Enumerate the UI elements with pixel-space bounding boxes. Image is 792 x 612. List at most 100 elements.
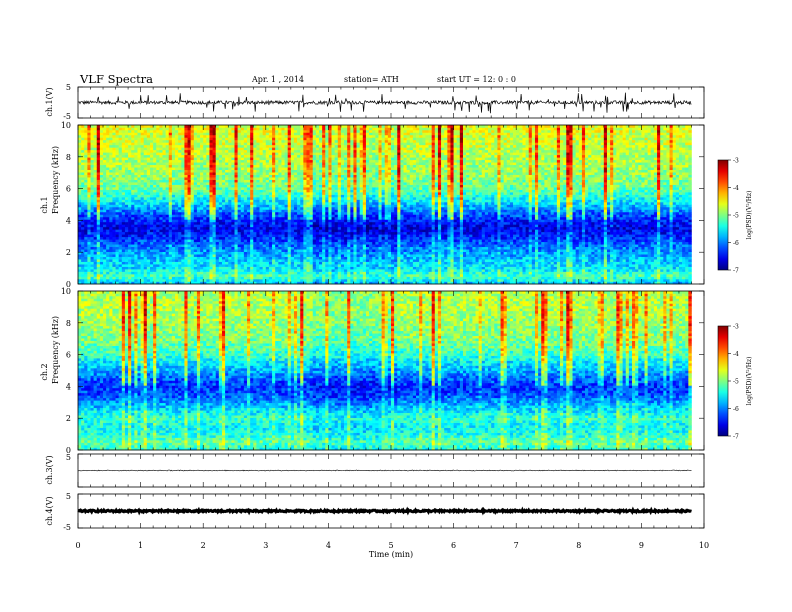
spectrogram-cell — [265, 276, 270, 280]
spectrogram-cell — [162, 226, 166, 230]
spectrogram-cell — [109, 184, 113, 188]
spectrogram-cell — [162, 167, 166, 171]
spectrogram-cell — [262, 127, 267, 131]
spectrogram-cell — [218, 154, 223, 158]
spectrogram-cell — [181, 139, 185, 143]
spectrogram-cell — [256, 199, 260, 203]
spectrogram-cell — [275, 206, 279, 210]
spectrogram-cell — [103, 159, 107, 163]
spectrogram-cell — [287, 236, 292, 240]
spectrogram-cell — [109, 127, 113, 131]
spectrogram-cell — [93, 209, 98, 213]
spectrogram-cell — [149, 162, 154, 166]
spectrogram-cell — [278, 231, 282, 235]
spectrogram-cell — [237, 125, 242, 128]
spectrogram-cell — [84, 231, 88, 235]
spectrogram-cell — [165, 179, 170, 183]
spectrogram-cell — [156, 199, 160, 203]
spectrogram-cell — [168, 269, 173, 272]
spectrogram-cell — [297, 192, 301, 195]
spectrogram-cell — [293, 134, 298, 138]
spectrogram-cell — [306, 125, 310, 128]
spectrogram-cell — [221, 264, 226, 267]
spectrogram-cell — [306, 271, 310, 275]
spectrogram-cell — [290, 271, 295, 275]
spectrogram-cell — [115, 211, 119, 215]
spectrogram-cell — [290, 167, 295, 171]
spectrogram-cell — [231, 224, 235, 228]
spectrogram-cell — [146, 179, 151, 183]
spectrogram-cell — [250, 192, 254, 195]
spectrogram-cell — [275, 142, 279, 146]
spectrogram-cell — [90, 159, 94, 163]
spectrogram-cell — [128, 142, 132, 146]
spectrogram-cell — [315, 271, 320, 275]
spectrogram-cell — [247, 256, 251, 260]
spectrogram-cell — [196, 194, 201, 198]
spectrogram-cell — [149, 174, 154, 178]
spectrogram-cell — [234, 279, 238, 282]
spectrogram-cell — [278, 266, 282, 270]
spectrogram-cell — [118, 266, 123, 270]
spectrogram-cell — [153, 251, 157, 255]
spectrogram-cell — [243, 204, 248, 208]
spectrogram-cell — [200, 231, 204, 235]
spectrogram-cell — [168, 137, 173, 141]
spectrogram-cell — [309, 256, 314, 260]
spectrogram-cell — [250, 256, 254, 260]
spectrogram-cell — [234, 214, 238, 218]
spectrogram-cell — [146, 256, 151, 260]
spectrogram-cell — [171, 264, 176, 267]
spectrogram-cell — [187, 144, 191, 148]
spectrogram-cell — [303, 231, 307, 235]
spectrogram-cell — [193, 194, 198, 198]
spectrogram-cell — [290, 197, 295, 200]
spectrogram-cell — [221, 224, 226, 228]
spectrogram-cell — [218, 254, 223, 257]
spectrogram-cell — [181, 281, 185, 285]
spectrogram-cell — [103, 256, 107, 260]
spectrogram-cell — [200, 269, 204, 272]
spectrogram-cell — [218, 189, 223, 193]
spectrogram-cell — [225, 224, 229, 228]
spectrogram-cell — [300, 211, 304, 215]
spectrogram-cell — [228, 234, 232, 238]
spectrogram-cell — [262, 266, 267, 270]
spectrogram-cell — [84, 192, 88, 195]
spectrogram-cell — [300, 152, 304, 156]
spectrogram-cell — [153, 125, 157, 128]
spectrogram-cell — [297, 189, 301, 193]
spectrogram-cell — [178, 221, 182, 225]
spectrogram-cell — [140, 221, 145, 225]
spectrogram-cell — [184, 197, 188, 200]
spectrogram-cell — [215, 271, 220, 275]
spectrogram-cell — [115, 197, 119, 200]
spectrogram-cell — [90, 246, 94, 250]
spectrogram-cell — [81, 219, 85, 223]
spectrogram-cell — [306, 149, 310, 153]
spectrogram-cell — [90, 206, 94, 210]
spectrogram-cell — [215, 254, 220, 257]
spectrogram-cell — [103, 264, 107, 267]
spectrogram-cell — [87, 259, 91, 262]
spectrogram-cell — [200, 236, 204, 240]
spectrogram-cell — [268, 194, 273, 198]
spectrogram-cell — [103, 204, 107, 208]
spectrogram-cell — [115, 249, 119, 252]
spectrogram-cell — [231, 209, 235, 213]
spectrogram-cell — [228, 209, 232, 213]
spectrogram-cell — [162, 172, 166, 175]
spectrogram-cell — [193, 244, 198, 248]
spectrogram-cell — [290, 169, 295, 173]
spectrogram-cell — [231, 154, 235, 158]
spectrogram-cell — [300, 202, 304, 205]
spectrogram-cell — [312, 214, 317, 218]
spectrogram-cell — [259, 159, 263, 163]
spectrogram-cell — [256, 125, 260, 128]
spectrogram-cell — [124, 147, 129, 151]
spectrogram-cell — [78, 137, 82, 141]
spectrogram-cell — [109, 249, 113, 252]
spectrogram-cell — [306, 209, 310, 213]
spectrogram-cell — [159, 174, 163, 178]
spectrogram-cell — [209, 177, 213, 180]
